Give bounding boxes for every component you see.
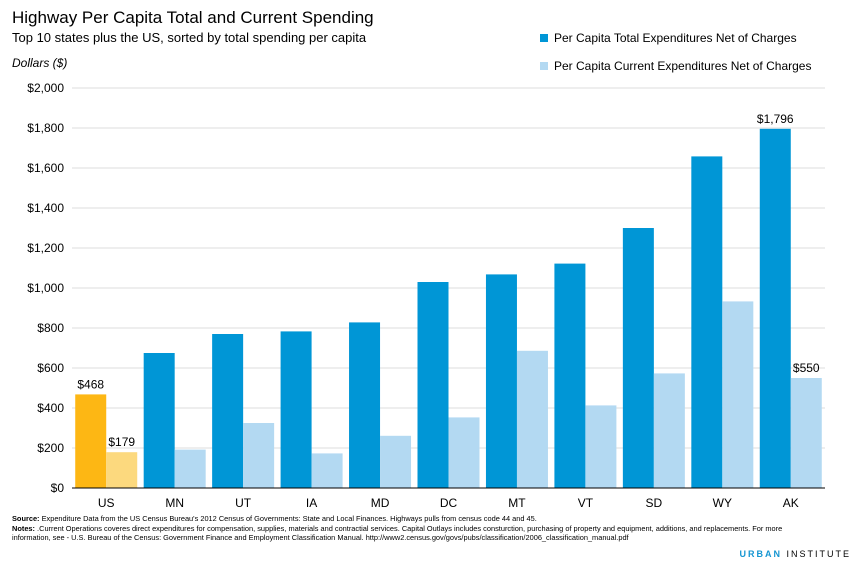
legend: Per Capita Total Expenditures Net of Cha…	[540, 30, 811, 86]
bar-total-mn	[143, 353, 175, 488]
y-tick-label: $1,200	[27, 241, 64, 255]
brand-part2: INSTITUTE	[786, 549, 851, 559]
bar-total-ut	[212, 334, 244, 488]
source-note: Source: Expenditure Data from the US Cen…	[12, 514, 802, 524]
legend-swatch-current	[540, 62, 548, 70]
x-tick-label: DC	[440, 496, 458, 510]
chart-title: Highway Per Capita Total and Current Spe…	[12, 8, 374, 27]
bar-current-wy	[722, 301, 754, 488]
notes-label: Notes:	[12, 523, 35, 533]
bar-total-md	[349, 322, 381, 488]
bar-current-ia	[311, 453, 343, 488]
y-tick-label: $1,600	[27, 161, 64, 175]
bar-total-vt	[554, 263, 586, 488]
x-tick-label: UT	[235, 496, 252, 510]
notes: Notes: .Current Operations coveres direc…	[12, 524, 802, 543]
x-tick-label: IA	[306, 496, 317, 510]
bar-current-md	[380, 435, 412, 488]
legend-swatch-total	[540, 34, 548, 42]
data-label: $468	[77, 377, 104, 391]
y-tick-label: $600	[37, 361, 64, 375]
bar-current-sd	[653, 373, 685, 488]
y-tick-label: $200	[37, 441, 64, 455]
source-text: Expenditure Data from the US Census Bure…	[39, 514, 537, 523]
y-tick-label: $0	[51, 481, 65, 495]
x-tick-label: WY	[713, 496, 732, 510]
y-tick-label: $1,000	[27, 281, 64, 295]
brand-part1: URBAN	[739, 549, 782, 559]
notes-text: .Current Operations coveres direct expen…	[12, 523, 783, 543]
bar-current-ut	[243, 423, 275, 488]
legend-item-current: Per Capita Current Expenditures Net of C…	[540, 58, 811, 74]
bar-total-dc	[417, 282, 449, 488]
x-tick-label: VT	[578, 496, 594, 510]
bar-current-vt	[585, 405, 617, 488]
bar-current-mn	[174, 449, 206, 488]
x-tick-label: AK	[783, 496, 799, 510]
data-label: $1,796	[757, 112, 794, 126]
bar-total-sd	[622, 228, 654, 488]
y-tick-label: $1,800	[27, 121, 64, 135]
bar-current-mt	[516, 350, 548, 488]
bar-current-ak	[790, 378, 822, 488]
bar-total-mt	[485, 274, 517, 488]
legend-label-current: Per Capita Current Expenditures Net of C…	[554, 59, 812, 73]
bar-current-us	[106, 452, 138, 488]
y-axis-label: Dollars ($)	[12, 56, 68, 70]
data-label: $550	[793, 361, 820, 375]
bar-current-dc	[448, 417, 480, 488]
urban-institute-logo: URBAN INSTITUTE	[739, 549, 851, 559]
bar-total-wy	[691, 156, 723, 488]
bar-total-ia	[280, 331, 312, 488]
y-tick-label: $2,000	[27, 81, 64, 95]
y-tick-label: $1,400	[27, 201, 64, 215]
y-tick-label: $800	[37, 321, 64, 335]
x-tick-label: MT	[508, 496, 526, 510]
x-tick-label: US	[98, 496, 115, 510]
chart-footer: Source: Expenditure Data from the US Cen…	[12, 514, 802, 543]
bar-total-us	[75, 394, 107, 488]
bar-total-ak	[759, 128, 791, 489]
chart-subtitle: Top 10 states plus the US, sorted by tot…	[12, 30, 367, 45]
source-label: Source:	[12, 514, 40, 523]
legend-label-total: Per Capita Total Expenditures Net of Cha…	[554, 31, 797, 45]
bar-chart: $0 $200 $400 $600 $800 $1,000 $1,200 $1,400 $1,6…	[27, 81, 825, 510]
x-tick-label: SD	[646, 496, 663, 510]
legend-item-total: Per Capita Total Expenditures Net of Cha…	[540, 30, 811, 46]
x-tick-label: MD	[371, 496, 390, 510]
x-tick-label: MN	[165, 496, 184, 510]
data-label: $179	[108, 435, 135, 449]
y-tick-label: $400	[37, 401, 64, 415]
